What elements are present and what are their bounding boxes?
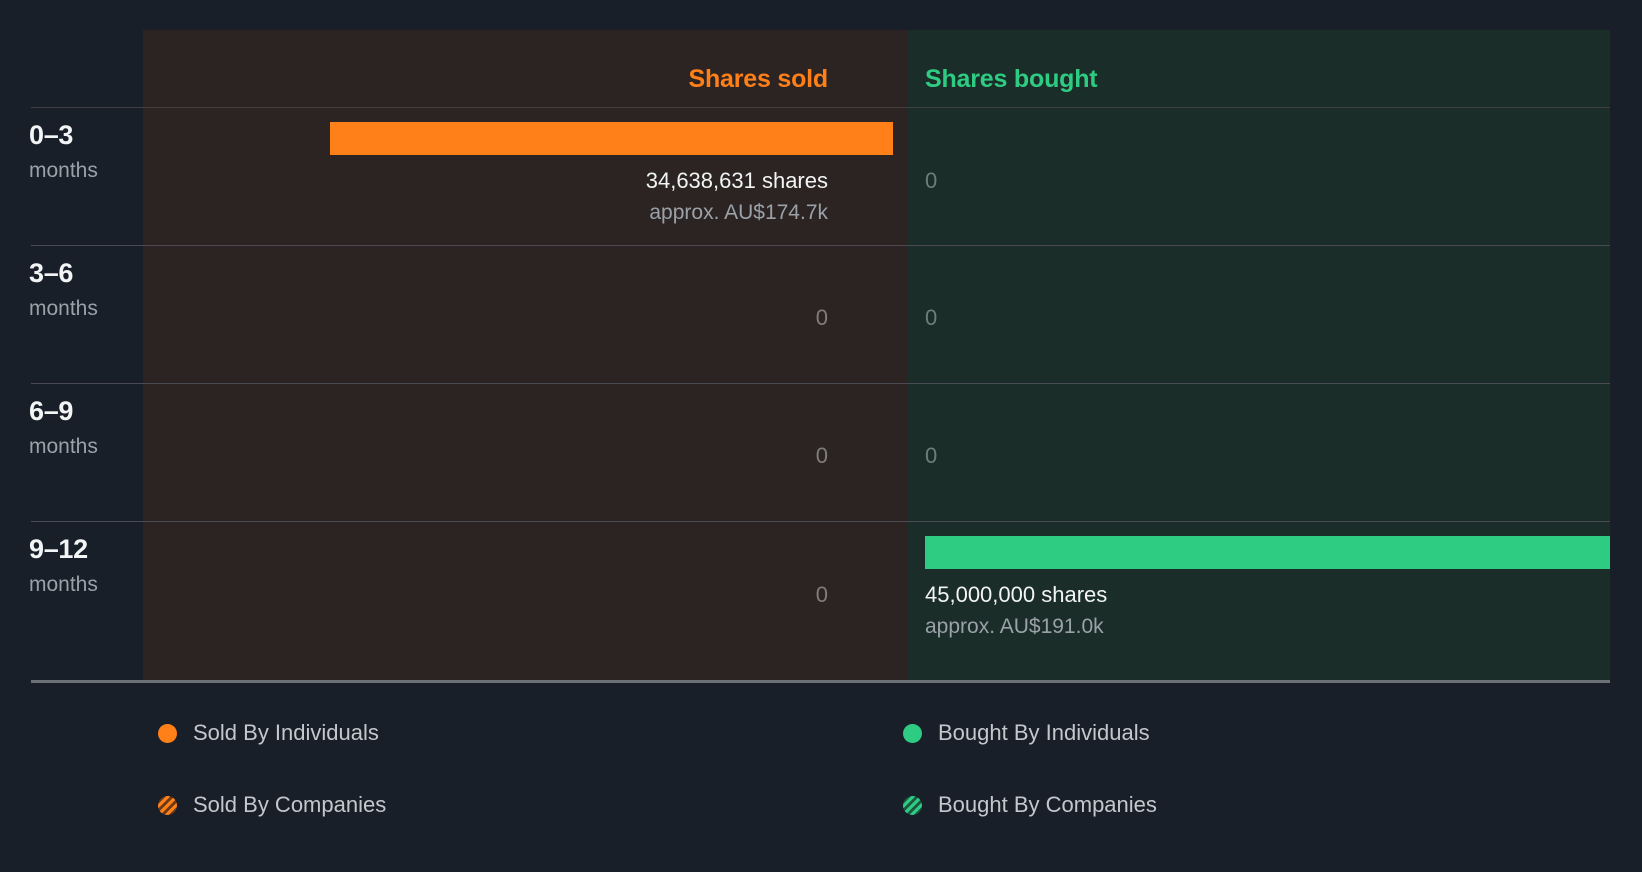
row-period-range: 3–6 bbox=[29, 258, 74, 288]
value-shares-sold-approx-0: approx. AU$174.7k bbox=[649, 201, 828, 224]
solid-circle-orange-icon bbox=[158, 723, 177, 743]
shares-bought-column-panel bbox=[908, 30, 1610, 682]
row-separator-header bbox=[31, 107, 1610, 108]
legend-label: Sold By Individuals bbox=[193, 720, 379, 745]
shares-bought-header: Shares bought bbox=[925, 65, 1098, 93]
row-period-range: 0–3 bbox=[29, 120, 74, 150]
value-shares-sold-0: 34,638,631 shares approx. AU$174.7k bbox=[646, 167, 828, 226]
value-shares-bought-approx-3: approx. AU$191.0k bbox=[925, 615, 1104, 638]
bar-shares-sold-0[interactable] bbox=[330, 122, 893, 155]
chart-baseline-axis bbox=[31, 680, 1610, 683]
value-shares-bought-1: 0 bbox=[925, 304, 937, 331]
table-row: 0–3 months 34,638,631 shares approx. AU$… bbox=[0, 108, 1642, 245]
legend-item-sold-by-companies[interactable]: Sold By Companies bbox=[158, 792, 386, 818]
value-shares-bought-0: 0 bbox=[925, 167, 937, 194]
row-period-range: 9–12 bbox=[29, 534, 88, 564]
chart-header: Shares sold Shares bought bbox=[0, 30, 1642, 108]
legend-item-sold-by-individuals[interactable]: Sold By Individuals bbox=[158, 720, 379, 746]
value-shares-bought-2: 0 bbox=[925, 442, 937, 469]
row-period-unit: months bbox=[29, 573, 98, 596]
row-separator-2 bbox=[31, 383, 1610, 384]
value-shares-bought-amount-0: 0 bbox=[925, 168, 938, 193]
legend-label: Bought By Companies bbox=[938, 792, 1157, 817]
row-period-label-1: 3–6 months bbox=[29, 258, 139, 322]
value-shares-bought-amount-1: 0 bbox=[925, 305, 938, 330]
value-shares-bought-amount-3: 45,000,000 shares bbox=[925, 582, 1108, 607]
row-period-label-3: 9–12 months bbox=[29, 534, 139, 598]
legend-label: Bought By Individuals bbox=[938, 720, 1150, 745]
value-shares-sold-amount-2: 0 bbox=[815, 443, 828, 468]
row-period-unit: months bbox=[29, 159, 98, 182]
hatched-circle-orange-icon bbox=[158, 795, 177, 815]
row-period-range: 6–9 bbox=[29, 396, 74, 426]
legend-item-bought-by-companies[interactable]: Bought By Companies bbox=[903, 792, 1157, 818]
value-shares-sold-2: 0 bbox=[816, 442, 828, 469]
value-shares-sold-1: 0 bbox=[816, 304, 828, 331]
row-period-unit: months bbox=[29, 435, 98, 458]
value-shares-sold-amount-1: 0 bbox=[815, 305, 828, 330]
shares-sold-header: Shares sold bbox=[688, 65, 828, 93]
solid-circle-green-icon bbox=[903, 723, 922, 743]
bar-shares-bought-3[interactable] bbox=[925, 536, 1610, 569]
row-separator-3 bbox=[31, 521, 1610, 522]
legend-item-bought-by-individuals[interactable]: Bought By Individuals bbox=[903, 720, 1150, 746]
row-period-unit: months bbox=[29, 297, 98, 320]
value-shares-bought-3: 45,000,000 shares approx. AU$191.0k bbox=[925, 581, 1107, 640]
row-separator-1 bbox=[31, 245, 1610, 246]
value-shares-sold-3: 0 bbox=[816, 581, 828, 608]
row-period-label-0: 0–3 months bbox=[29, 120, 139, 184]
row-period-label-2: 6–9 months bbox=[29, 396, 139, 460]
chart-legend: Sold By Individuals Bought By Individual… bbox=[0, 700, 1642, 872]
value-shares-sold-amount-3: 0 bbox=[815, 582, 828, 607]
table-row: 6–9 months 0 0 bbox=[0, 384, 1642, 521]
hatched-circle-green-icon bbox=[903, 795, 922, 815]
legend-label: Sold By Companies bbox=[193, 792, 387, 817]
table-row: 9–12 months 0 45,000,000 shares approx. … bbox=[0, 522, 1642, 680]
value-shares-bought-amount-2: 0 bbox=[925, 443, 938, 468]
value-shares-sold-amount-0: 34,638,631 shares bbox=[645, 168, 828, 193]
table-row: 3–6 months 0 0 bbox=[0, 246, 1642, 383]
